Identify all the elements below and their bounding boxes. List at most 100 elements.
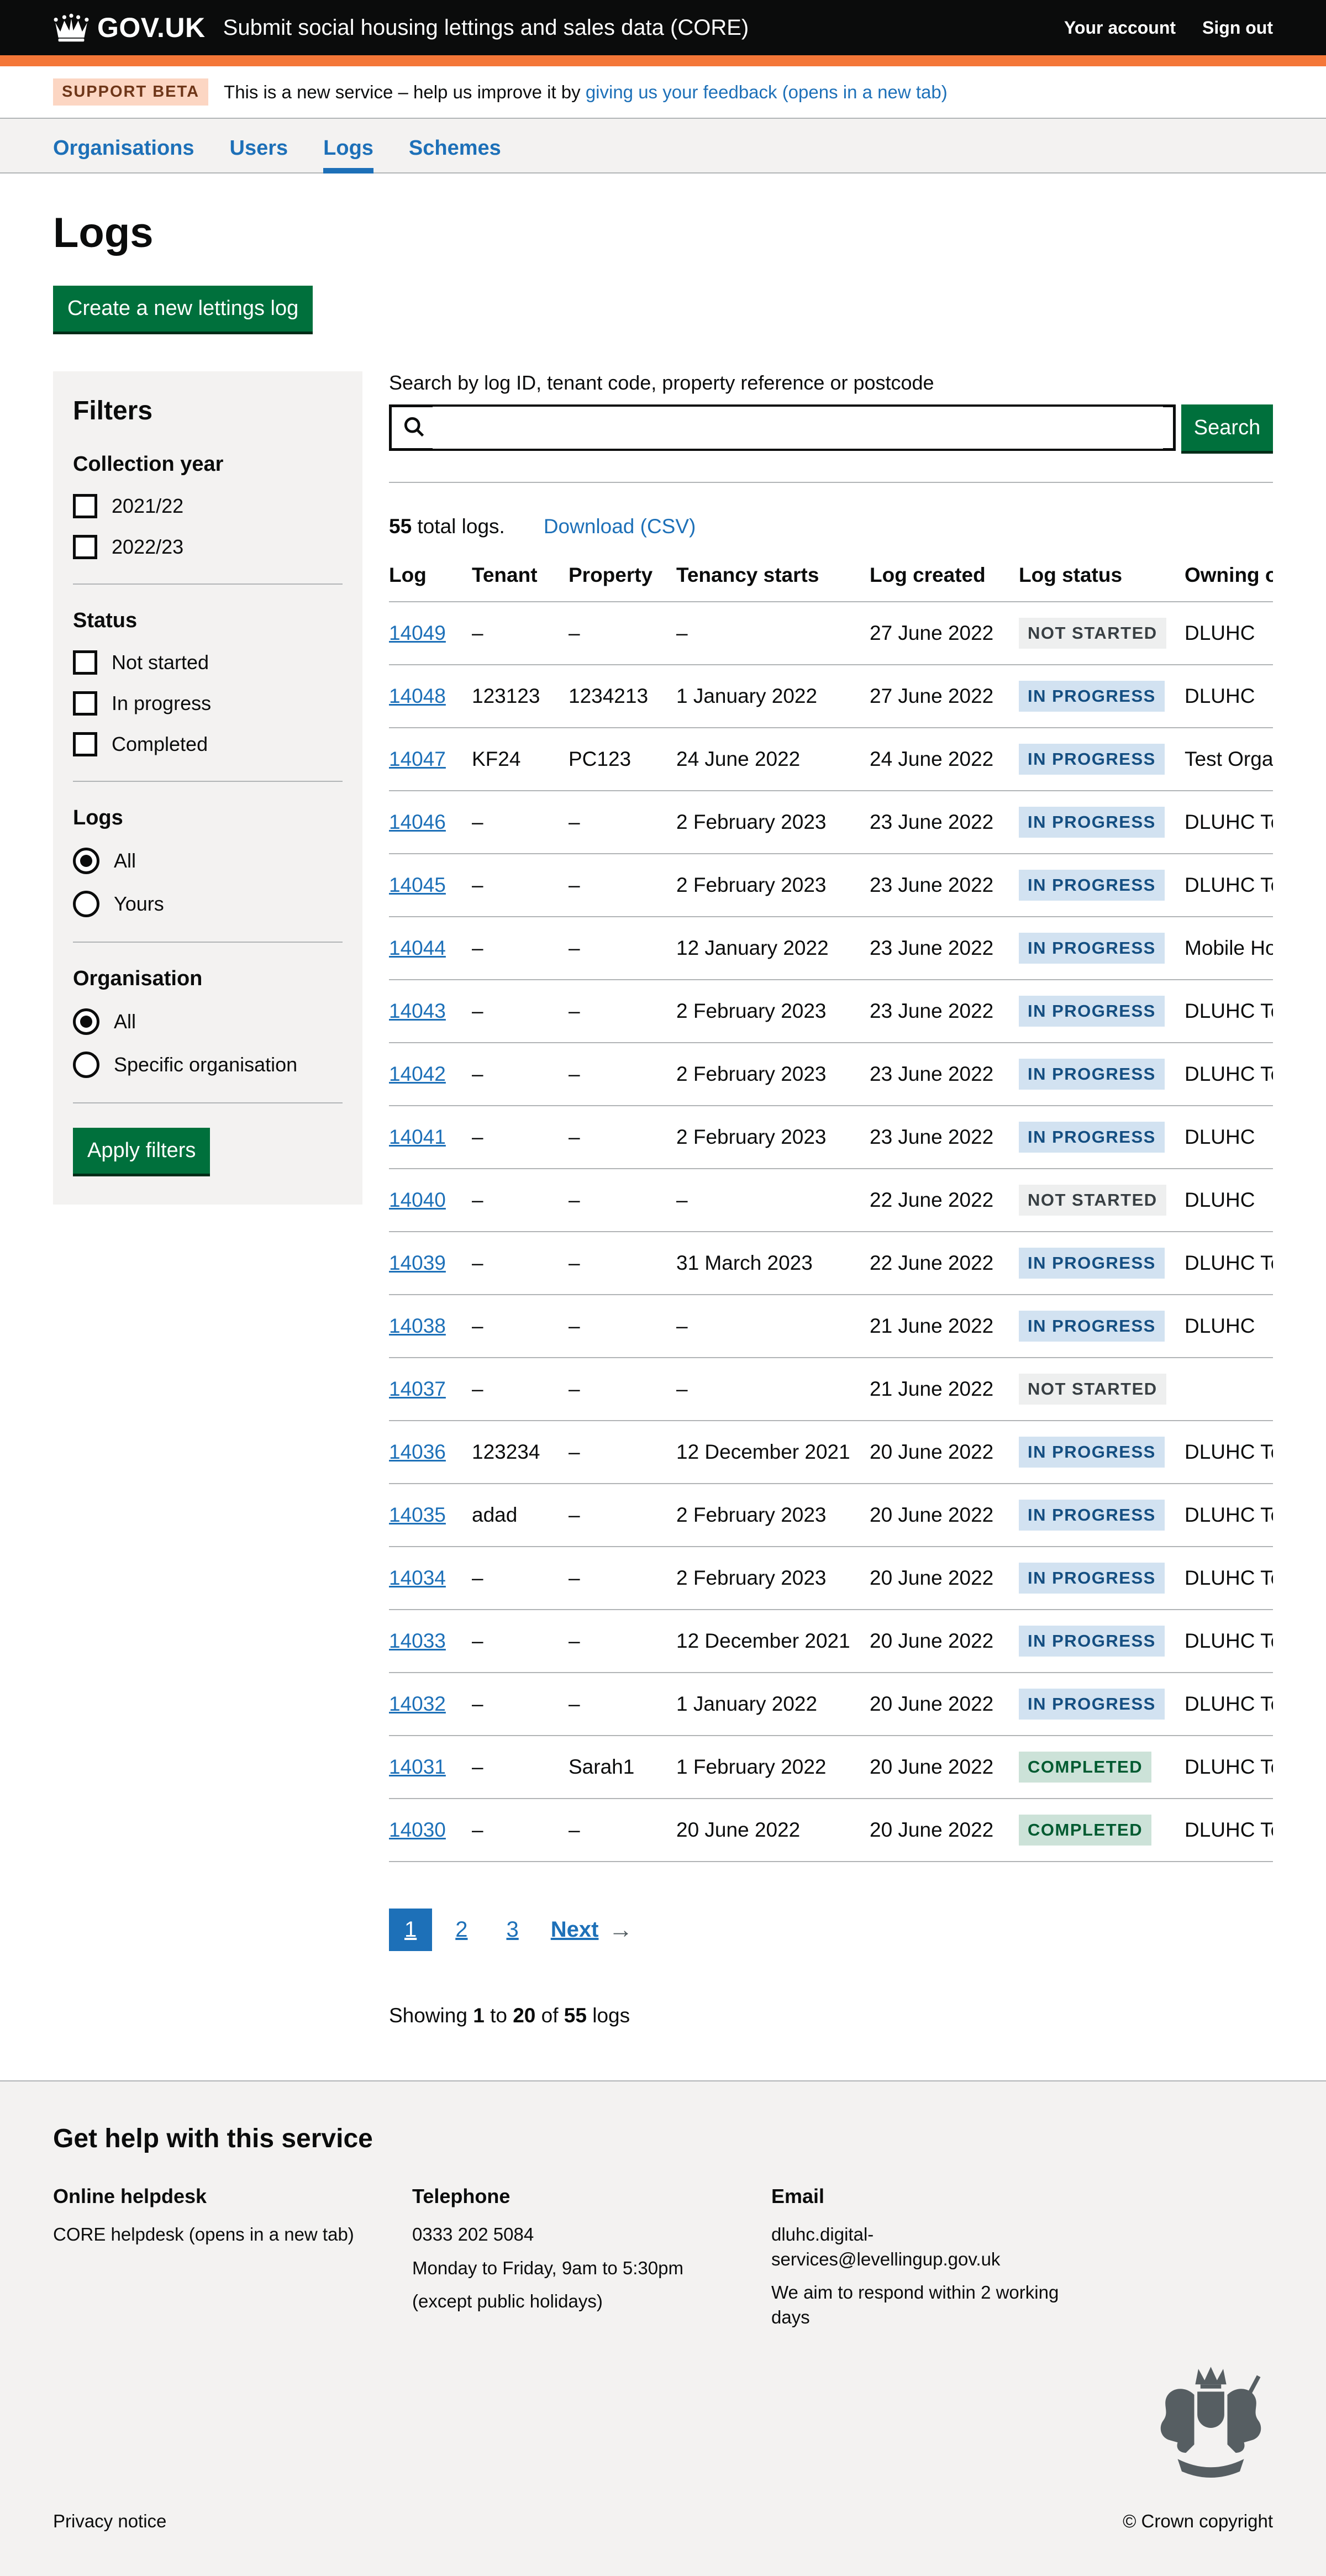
radio-organisation-all[interactable]: All (73, 1008, 343, 1035)
nav-tab-organisations[interactable]: Organisations (53, 119, 194, 174)
govuk-logo-link[interactable]: GOV.UK (53, 12, 206, 44)
your-account-link[interactable]: Your account (1064, 17, 1176, 38)
cell-owning-organisation: DLUHC Test (1185, 1232, 1273, 1295)
log-link[interactable]: 14047 (389, 748, 446, 770)
pagination-page-2[interactable]: 2 (455, 1917, 468, 1942)
cell-tenancy-starts: 2 February 2023 (676, 1547, 870, 1610)
nav-tab-label[interactable]: Schemes (408, 136, 501, 160)
cell-tenant: 123234 (472, 1421, 569, 1484)
checkbox-collection-year-2021-22[interactable]: 2021/22 (73, 494, 343, 518)
radio-control[interactable] (73, 891, 99, 917)
cell-tenant: – (472, 1673, 569, 1736)
footer-line[interactable]: dluhc.digital-services@levellingup.gov.u… (771, 2222, 1081, 2272)
pagination-page-current[interactable]: 1 (389, 1909, 433, 1951)
cell-property: – (569, 1169, 676, 1232)
checkbox-control[interactable] (73, 494, 97, 518)
section-divider (389, 482, 1273, 483)
log-link[interactable]: 14036 (389, 1441, 446, 1463)
log-link[interactable]: 14030 (389, 1818, 446, 1841)
log-link[interactable]: 14037 (389, 1378, 446, 1400)
cell-tenancy-starts: 2 February 2023 (676, 1106, 870, 1169)
checkbox-control[interactable] (73, 650, 97, 675)
privacy-notice-link[interactable]: Privacy notice (53, 2511, 167, 2532)
cell-log-created: 20 June 2022 (870, 1610, 1019, 1673)
cell-owning-organisation: Mobile Hous (1185, 917, 1273, 980)
log-link[interactable]: 14033 (389, 1629, 446, 1652)
cell-property: – (569, 980, 676, 1043)
cell-log-created: 23 June 2022 (870, 917, 1019, 980)
log-link[interactable]: 14049 (389, 622, 446, 644)
log-link[interactable]: 14040 (389, 1189, 446, 1211)
footer-link-core-helpdesk-opens-in-a-new-t[interactable]: CORE helpdesk (opens in a new tab) (53, 2224, 354, 2244)
cell-tenant: – (472, 917, 569, 980)
royal-coat-of-arms (1149, 2361, 1273, 2495)
footer-title: Get help with this service (53, 2124, 373, 2153)
cell-property: – (569, 1232, 676, 1295)
checkbox-status-in-progress[interactable]: In progress (73, 691, 343, 716)
nav-tab-label[interactable]: Organisations (53, 136, 194, 160)
nav-tab-users[interactable]: Users (230, 119, 288, 174)
pagination-page-3[interactable]: 3 (506, 1917, 519, 1942)
checkbox-status-completed[interactable]: Completed (73, 732, 343, 756)
footer-line: We aim to respond within 2 working days (771, 2282, 1059, 2327)
cell-tenancy-starts: 24 June 2022 (676, 728, 870, 791)
search-button[interactable]: Search (1181, 404, 1273, 451)
log-link[interactable]: 14043 (389, 1000, 446, 1022)
log-link[interactable]: 14034 (389, 1566, 446, 1589)
create-lettings-log-button[interactable]: Create a new lettings log (53, 286, 313, 332)
nav-tab-label[interactable]: Users (229, 136, 288, 160)
nav-tab-schemes[interactable]: Schemes (409, 119, 501, 174)
cell-owning-organisation: DLUHC Test (1185, 1043, 1273, 1106)
nav-tab-label[interactable]: Logs (323, 136, 373, 160)
cell-tenant: – (472, 1106, 569, 1169)
crown-copyright-link[interactable]: © Crown copyright (1123, 2511, 1273, 2532)
footer-link-dluhc-digital-services-levelli[interactable]: dluhc.digital-services@levellingup.gov.u… (771, 2224, 1001, 2269)
cell-owning-organisation: DLUHC Test (1185, 1421, 1273, 1484)
cell-property: – (569, 1673, 676, 1736)
cell-property: – (569, 1484, 676, 1547)
cell-owning-organisation: DLUHC Test (1185, 1547, 1273, 1610)
log-link[interactable]: 14046 (389, 811, 446, 833)
cell-tenancy-starts: 1 January 2022 (676, 665, 870, 728)
log-link[interactable]: 14031 (389, 1755, 446, 1778)
nav-tab-logs[interactable]: Logs (323, 119, 373, 174)
checkbox-control[interactable] (73, 732, 97, 756)
log-link[interactable]: 14042 (389, 1063, 446, 1085)
arrow-right-icon: → (608, 1916, 633, 1943)
cell-tenant: – (472, 854, 569, 917)
sign-out-link[interactable]: Sign out (1202, 17, 1273, 38)
log-link[interactable]: 14035 (389, 1503, 446, 1526)
service-name-link[interactable]: Submit social housing lettings and sales… (223, 15, 749, 40)
log-link[interactable]: 14032 (389, 1692, 446, 1715)
status-badge: NOT STARTED (1019, 618, 1166, 649)
download-csv-link[interactable]: Download (CSV) (543, 515, 696, 538)
log-link[interactable]: 14048 (389, 685, 446, 707)
log-link[interactable]: 14041 (389, 1126, 446, 1148)
feedback-link[interactable]: giving us your feedback (opens in a new … (585, 81, 948, 102)
log-link[interactable]: 14038 (389, 1315, 446, 1337)
option-label: Yours (114, 892, 164, 915)
cell-tenancy-starts: 2 February 2023 (676, 791, 870, 854)
radio-logs-yours[interactable]: Yours (73, 891, 343, 917)
radio-organisation-specific-organisation[interactable]: Specific organisation (73, 1052, 343, 1078)
log-link[interactable]: 14039 (389, 1252, 446, 1274)
log-link[interactable]: 14044 (389, 937, 446, 959)
log-link[interactable]: 14045 (389, 874, 446, 896)
table-row: 14041– –2 February 2023 23 June 2022 IN PRO… (389, 1106, 1273, 1169)
checkbox-collection-year-2022-23[interactable]: 2022/23 (73, 535, 343, 559)
checkbox-control[interactable] (73, 535, 97, 559)
apply-filters-button[interactable]: Apply filters (73, 1128, 211, 1174)
checkbox-control[interactable] (73, 691, 97, 716)
pagination-next-link[interactable]: Next (550, 1917, 599, 1942)
search-input[interactable] (433, 407, 1163, 449)
footer: Get help with this service Online helpde… (0, 2080, 1326, 2576)
cell-log-created: 22 June 2022 (870, 1232, 1019, 1295)
radio-control[interactable] (73, 1052, 99, 1078)
cell-tenancy-starts: 2 February 2023 (676, 1043, 870, 1106)
radio-logs-all[interactable]: All (73, 848, 343, 874)
footer-line[interactable]: CORE helpdesk (opens in a new tab) (53, 2222, 362, 2247)
radio-control[interactable] (73, 848, 99, 874)
radio-control[interactable] (73, 1008, 99, 1035)
checkbox-status-not-started[interactable]: Not started (73, 650, 343, 675)
filter-group-status: Status Not started In progress Completed (73, 609, 343, 782)
